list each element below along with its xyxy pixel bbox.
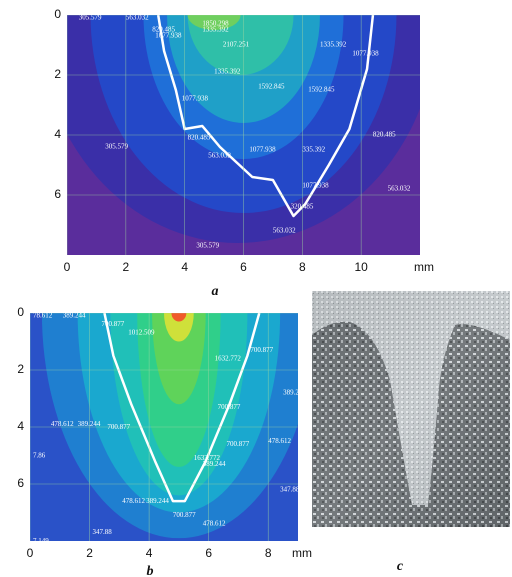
contour-label: 1335.392 [202, 26, 229, 34]
contour-label: 1592.845 [258, 83, 285, 91]
contour-label: 563.032 [273, 227, 296, 235]
y-tick-label: 2 [17, 362, 24, 376]
contour-label: 700.877 [218, 403, 241, 411]
x-unit: mm [414, 260, 434, 274]
y-tick-label: 0 [17, 305, 24, 319]
contour-label: 78.612 [33, 312, 53, 320]
y-tick-label: 0 [54, 7, 61, 21]
contour-label: 563.032 [208, 152, 231, 160]
contour-label: 320.485 [291, 203, 314, 211]
x-tick-label: 4 [181, 260, 188, 274]
contour-label: 305.579 [196, 242, 219, 250]
x-unit: mm [292, 546, 312, 560]
contour-label: 478.6 [298, 343, 314, 351]
contour-label: 1012.509 [128, 329, 155, 337]
panel: c [397, 559, 404, 574]
contour-label: 1592.845 [308, 86, 335, 94]
contour-label: 1632.772 [215, 354, 242, 362]
contour-label: 820.485 [188, 134, 211, 142]
x-tick-label: 4 [146, 546, 153, 560]
panel-label: a [212, 284, 219, 299]
contour-label: 1077.938 [352, 50, 379, 58]
contour-label: 389.244 [203, 460, 226, 468]
contour-label: 389.244 [146, 497, 169, 505]
x-tick-label: 0 [64, 260, 71, 274]
contour-label: 389.244 [63, 312, 86, 320]
contour-label: 478.612 [268, 437, 291, 445]
x-tick-label: 8 [299, 260, 306, 274]
contour-label: 7.86 [33, 451, 46, 459]
contour-label: 478.612 [122, 497, 145, 505]
contour-label: 1077.938 [302, 182, 329, 190]
contour-label: 7.149 [33, 537, 49, 545]
contour-label: 700.877 [250, 346, 273, 354]
contour-label: 335.392 [302, 146, 325, 154]
x-tick-label: 2 [122, 260, 129, 274]
contour-label: 700.877 [173, 511, 196, 519]
contour-label: 820.485 [373, 131, 396, 139]
contour-label: 478.612 [203, 520, 226, 528]
contour-label: 389.244 [283, 389, 306, 397]
x-tick-label: 8 [265, 546, 272, 560]
contour-label: 1077.938 [155, 32, 182, 40]
contour-label: 563.032 [388, 185, 411, 193]
panel-label: b [147, 564, 154, 577]
contour-label: 1335.392 [214, 68, 241, 76]
contour-label: 2107.251 [223, 41, 250, 49]
panel-label: c [397, 559, 404, 574]
contour-label: 389.244 [78, 420, 101, 428]
contour-label: 347.88 [93, 528, 113, 536]
x-tick-label: 6 [240, 260, 247, 274]
contour-label: 1077.938 [249, 146, 276, 154]
x-tick-label: 10 [354, 260, 368, 274]
contour-label: 700.877 [227, 440, 250, 448]
contour-label: 563.032 [126, 14, 149, 22]
contour-label: 237 [298, 537, 309, 545]
y-tick-label: 2 [54, 67, 61, 81]
contour-label: 1335.392 [320, 41, 347, 49]
contour-label: 478.612 [51, 420, 74, 428]
contour-label: 347.88 [280, 485, 300, 493]
y-tick-label: 4 [54, 127, 61, 141]
micrograph [312, 291, 510, 527]
x-tick-label: 0 [27, 546, 34, 560]
contour-label: 305.579 [79, 14, 102, 22]
contour-label: 1077.938 [182, 95, 209, 103]
contour-label: 700.877 [101, 320, 124, 328]
x-tick-label: 6 [205, 546, 212, 560]
figure: a305.579563.032820.4851077.9382107.25118… [0, 0, 512, 577]
y-tick-label: 6 [54, 187, 61, 201]
y-tick-label: 4 [17, 419, 24, 433]
contour-label: 700.877 [107, 423, 130, 431]
contour-label: 305.579 [105, 143, 128, 151]
y-tick-label: 6 [17, 476, 24, 490]
x-tick-label: 2 [86, 546, 93, 560]
